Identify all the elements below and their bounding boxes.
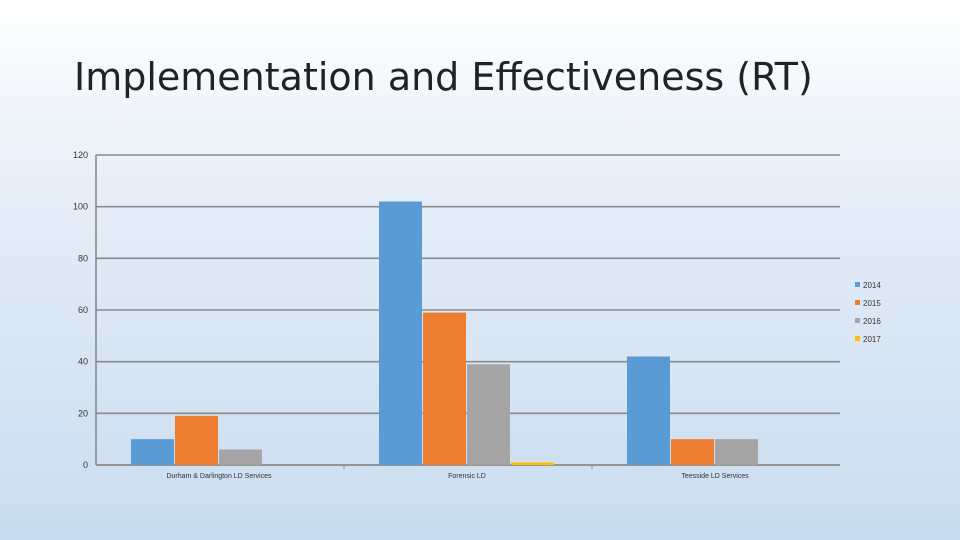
legend-swatch bbox=[855, 282, 860, 287]
x-tick-label: Teesside LD Services bbox=[681, 473, 749, 480]
x-axis: Durham & Darlington LD Services Forensic … bbox=[96, 464, 840, 480]
slide-title: Implementation and Effectiveness (RT) bbox=[74, 55, 813, 99]
bar-2014 bbox=[379, 201, 422, 465]
legend-swatch bbox=[855, 318, 860, 323]
y-tick-label: 0 bbox=[83, 460, 88, 470]
legend-label: 2017 bbox=[863, 335, 881, 344]
y-tick-label: 120 bbox=[73, 150, 88, 160]
bar-2015 bbox=[671, 439, 714, 465]
bars bbox=[131, 201, 758, 465]
legend-label: 2014 bbox=[863, 281, 881, 290]
bar-2015 bbox=[175, 415, 218, 465]
y-tick-label: 20 bbox=[78, 408, 88, 418]
x-tick-label: Forensic LD bbox=[448, 473, 486, 480]
legend-label: 2015 bbox=[863, 299, 881, 308]
bar-2016 bbox=[715, 439, 758, 465]
y-tick-label: 40 bbox=[78, 357, 88, 367]
bar-2014 bbox=[627, 356, 670, 465]
bar-2016 bbox=[219, 449, 262, 465]
legend-label: 2016 bbox=[863, 317, 881, 326]
legend-swatch bbox=[855, 336, 860, 341]
x-tick-label: Durham & Darlington LD Services bbox=[166, 473, 272, 480]
y-tick-label: 100 bbox=[73, 202, 88, 212]
bar-2016 bbox=[467, 364, 510, 465]
legend-swatch bbox=[855, 300, 860, 305]
bar-2014 bbox=[131, 439, 174, 465]
y-axis: 0 20 40 60 80 100 120 bbox=[73, 150, 97, 470]
bar-2017 bbox=[511, 462, 554, 465]
y-tick-label: 60 bbox=[78, 305, 88, 315]
bar-2015 bbox=[423, 312, 466, 465]
legend: 2014 2015 2016 2017 bbox=[855, 281, 881, 344]
y-tick-label: 80 bbox=[78, 253, 88, 263]
